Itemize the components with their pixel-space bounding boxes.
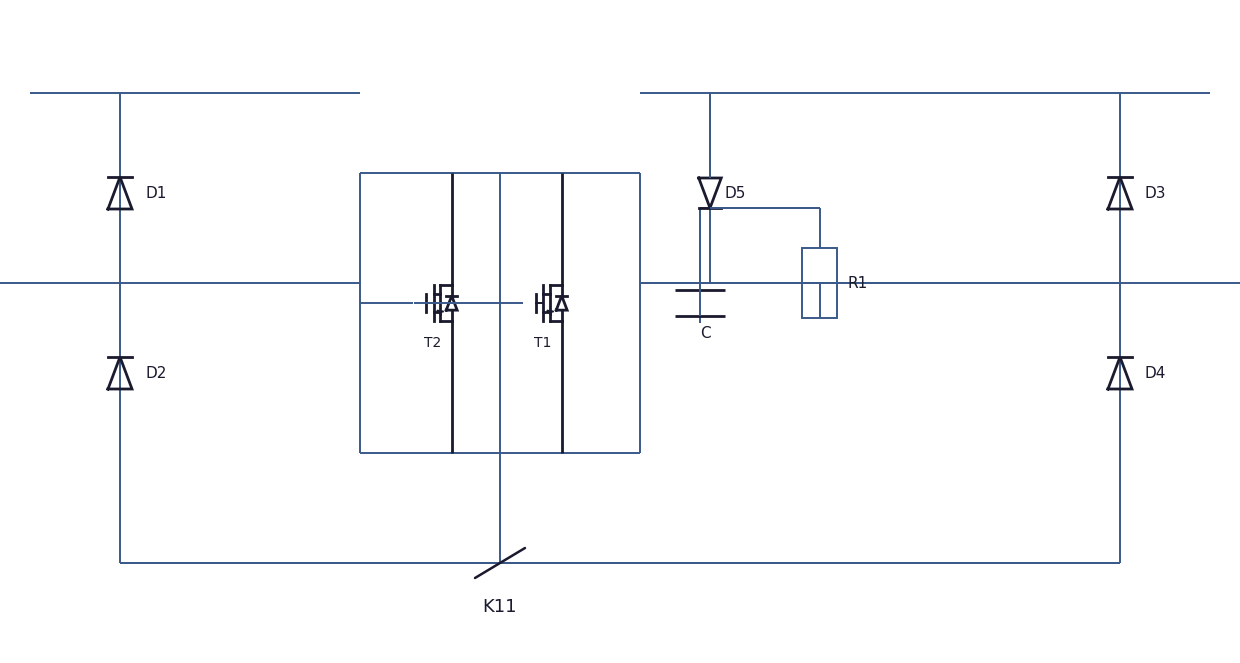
Text: D5: D5	[725, 186, 746, 200]
Text: C: C	[699, 326, 711, 341]
Text: R1: R1	[847, 276, 868, 290]
Text: T1: T1	[533, 336, 551, 350]
Bar	[802, 248, 837, 318]
Text: D4: D4	[1145, 365, 1167, 381]
Text: D3: D3	[1145, 186, 1167, 200]
Text: K11: K11	[482, 598, 517, 616]
Text: D1: D1	[145, 186, 166, 200]
Text: T2: T2	[424, 336, 441, 350]
Text: D2: D2	[145, 365, 166, 381]
